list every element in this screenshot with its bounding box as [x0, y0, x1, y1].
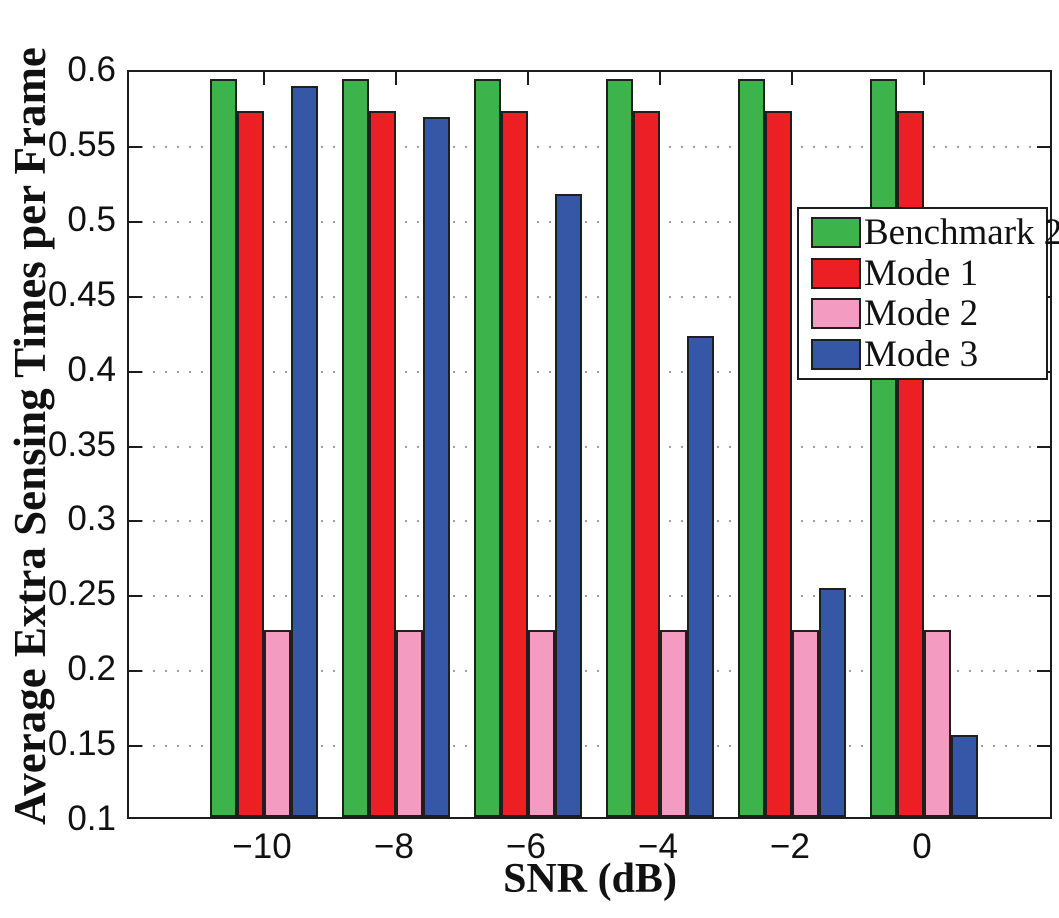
y-tick-mark-left — [129, 220, 142, 223]
y-tick-label: 0.6 — [67, 50, 116, 89]
plot-area — [127, 70, 1052, 819]
y-tick-label: 0.5 — [67, 199, 116, 239]
y-tick-mark-left — [129, 745, 142, 748]
legend-item: Mode 1 — [811, 255, 1040, 292]
x-tick-label: −6 — [506, 827, 546, 866]
y-tick-label: 0.1 — [67, 799, 116, 838]
bar-mode-3 — [819, 587, 846, 817]
legend-label: Mode 2 — [864, 293, 979, 335]
legend-label: Mode 1 — [864, 252, 979, 294]
x-tick-label: −8 — [374, 827, 414, 866]
x-axis-label: SNR (dB) — [503, 856, 677, 902]
bar-mode-2 — [528, 629, 555, 817]
y-tick-mark-left — [129, 445, 142, 448]
bar-mode-1 — [237, 111, 264, 817]
y-tick-label: 0.25 — [47, 574, 116, 614]
gridline — [129, 445, 1050, 448]
x-tick-mark-top — [527, 72, 529, 85]
legend-label: Mode 3 — [864, 333, 979, 375]
bar-benchmark-2 — [210, 78, 237, 817]
y-tick-label: 0.3 — [67, 499, 116, 539]
gridline — [129, 670, 1050, 673]
y-tick-mark-left — [129, 520, 142, 523]
bar-mode-2 — [264, 629, 291, 817]
bar-mode-3 — [555, 193, 582, 817]
legend-item: Mode 2 — [811, 295, 1040, 332]
y-tick-mark-left — [129, 370, 142, 373]
bar-mode-1 — [765, 111, 792, 817]
y-tick-mark-right — [1037, 145, 1050, 148]
y-tick-label: 0.15 — [47, 724, 116, 764]
x-tick-mark-top — [659, 72, 661, 85]
bar-benchmark-2 — [342, 78, 369, 817]
legend-label: Benchmark 2 — [864, 212, 1059, 254]
y-tick-label: 0.35 — [47, 424, 116, 464]
y-tick-label: 0.45 — [47, 274, 116, 314]
y-tick-mark-right — [1037, 670, 1050, 673]
bar-mode-2 — [660, 629, 687, 817]
bar-mode-1 — [501, 111, 528, 817]
bar-mode-3 — [951, 734, 978, 817]
bar-mode-2 — [792, 629, 819, 817]
x-tick-mark-top — [395, 72, 397, 85]
gridline — [129, 745, 1050, 748]
x-tick-mark-top — [263, 72, 265, 85]
y-tick-mark-right — [1037, 445, 1050, 448]
gridline — [129, 520, 1050, 523]
bar-mode-1 — [633, 111, 660, 817]
legend: Benchmark 2 Mode 1 Mode 2 Mode 3 — [797, 207, 1059, 380]
y-tick-mark-left — [129, 295, 142, 298]
bar-mode-3 — [423, 117, 450, 817]
legend-swatch — [811, 338, 861, 370]
y-tick-mark-right — [1037, 520, 1050, 523]
bar-benchmark-2 — [738, 78, 765, 817]
x-tick-label: −10 — [232, 827, 292, 866]
gridline — [129, 295, 1050, 298]
legend-swatch — [811, 257, 861, 289]
gridline — [129, 145, 1050, 148]
y-tick-label: 0.2 — [67, 649, 116, 689]
bar-mode-2 — [924, 629, 951, 817]
bar-benchmark-2 — [606, 78, 633, 817]
legend-swatch — [811, 298, 861, 330]
gridline — [129, 595, 1050, 598]
legend-item: Mode 3 — [811, 336, 1040, 373]
x-tick-label: −4 — [638, 827, 678, 866]
gridline — [129, 220, 1050, 223]
y-tick-mark-right — [1037, 745, 1050, 748]
legend-item: Benchmark 2 — [811, 214, 1059, 251]
bar-benchmark-2 — [474, 78, 501, 817]
legend-swatch — [811, 217, 861, 249]
bar-mode-1 — [369, 111, 396, 817]
x-tick-mark-top — [791, 72, 793, 85]
y-tick-mark-left — [129, 670, 142, 673]
y-tick-mark-left — [129, 145, 142, 148]
y-tick-label: 0.55 — [47, 124, 116, 164]
x-tick-label: 0 — [912, 827, 932, 866]
gridline — [129, 370, 1050, 373]
bar-mode-2 — [396, 629, 423, 817]
y-tick-mark-left — [129, 595, 142, 598]
y-tick-mark-right — [1037, 595, 1050, 598]
x-tick-label: −2 — [770, 827, 810, 866]
bar-mode-3 — [291, 85, 318, 817]
x-tick-mark-top — [923, 72, 925, 85]
y-tick-label: 0.4 — [67, 349, 116, 389]
bar-mode-3 — [687, 336, 714, 817]
bar-benchmark-2 — [870, 78, 897, 817]
